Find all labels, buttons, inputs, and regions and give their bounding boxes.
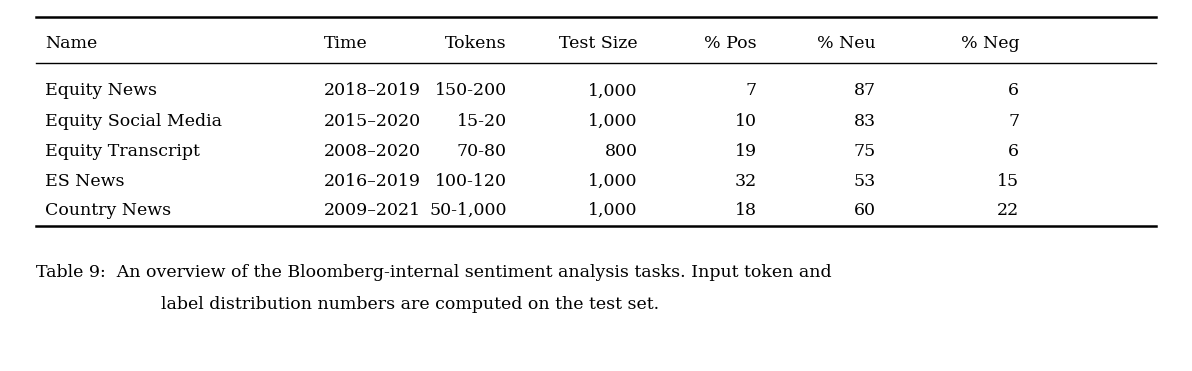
Text: 15: 15 (997, 173, 1019, 190)
Text: 2015–2020: 2015–2020 (324, 113, 421, 130)
Text: 10: 10 (735, 113, 757, 130)
Text: 53: 53 (853, 173, 876, 190)
Text: Name: Name (45, 35, 98, 52)
Text: 2008–2020: 2008–2020 (324, 143, 421, 160)
Text: Table 9:  An overview of the Bloomberg-internal sentiment analysis tasks. Input : Table 9: An overview of the Bloomberg-in… (36, 264, 831, 281)
Text: 50-1,000: 50-1,000 (429, 202, 507, 219)
Text: 19: 19 (734, 143, 757, 160)
Text: 100-120: 100-120 (435, 173, 507, 190)
Text: ES News: ES News (45, 173, 125, 190)
Text: 60: 60 (855, 202, 876, 219)
Text: 1,000: 1,000 (588, 113, 638, 130)
Text: 22: 22 (997, 202, 1019, 219)
Text: 2009–2021: 2009–2021 (324, 202, 421, 219)
Text: 7: 7 (1008, 113, 1019, 130)
Text: 83: 83 (853, 113, 876, 130)
Text: 75: 75 (853, 143, 876, 160)
Text: 150-200: 150-200 (434, 82, 507, 99)
Text: label distribution numbers are computed on the test set.: label distribution numbers are computed … (161, 296, 659, 313)
Text: Tokens: Tokens (445, 35, 507, 52)
Text: 7: 7 (746, 82, 757, 99)
Text: 800: 800 (604, 143, 638, 160)
Text: Country News: Country News (45, 202, 172, 219)
Text: 2016–2019: 2016–2019 (324, 173, 421, 190)
Text: % Pos: % Pos (704, 35, 757, 52)
Text: 18: 18 (735, 202, 757, 219)
Text: 87: 87 (853, 82, 876, 99)
Text: % Neg: % Neg (961, 35, 1019, 52)
Text: Time: Time (324, 35, 368, 52)
Text: % Neu: % Neu (818, 35, 876, 52)
Text: Equity Transcript: Equity Transcript (45, 143, 200, 160)
Text: 6: 6 (1008, 143, 1019, 160)
Text: 70-80: 70-80 (457, 143, 507, 160)
Text: 2018–2019: 2018–2019 (324, 82, 421, 99)
Text: Equity Social Media: Equity Social Media (45, 113, 222, 130)
Text: 6: 6 (1008, 82, 1019, 99)
Text: 15-20: 15-20 (457, 113, 507, 130)
Text: Equity News: Equity News (45, 82, 157, 99)
Text: 1,000: 1,000 (588, 173, 638, 190)
Text: 1,000: 1,000 (588, 202, 638, 219)
Text: 32: 32 (734, 173, 757, 190)
Text: Test Size: Test Size (559, 35, 638, 52)
Text: 1,000: 1,000 (588, 82, 638, 99)
